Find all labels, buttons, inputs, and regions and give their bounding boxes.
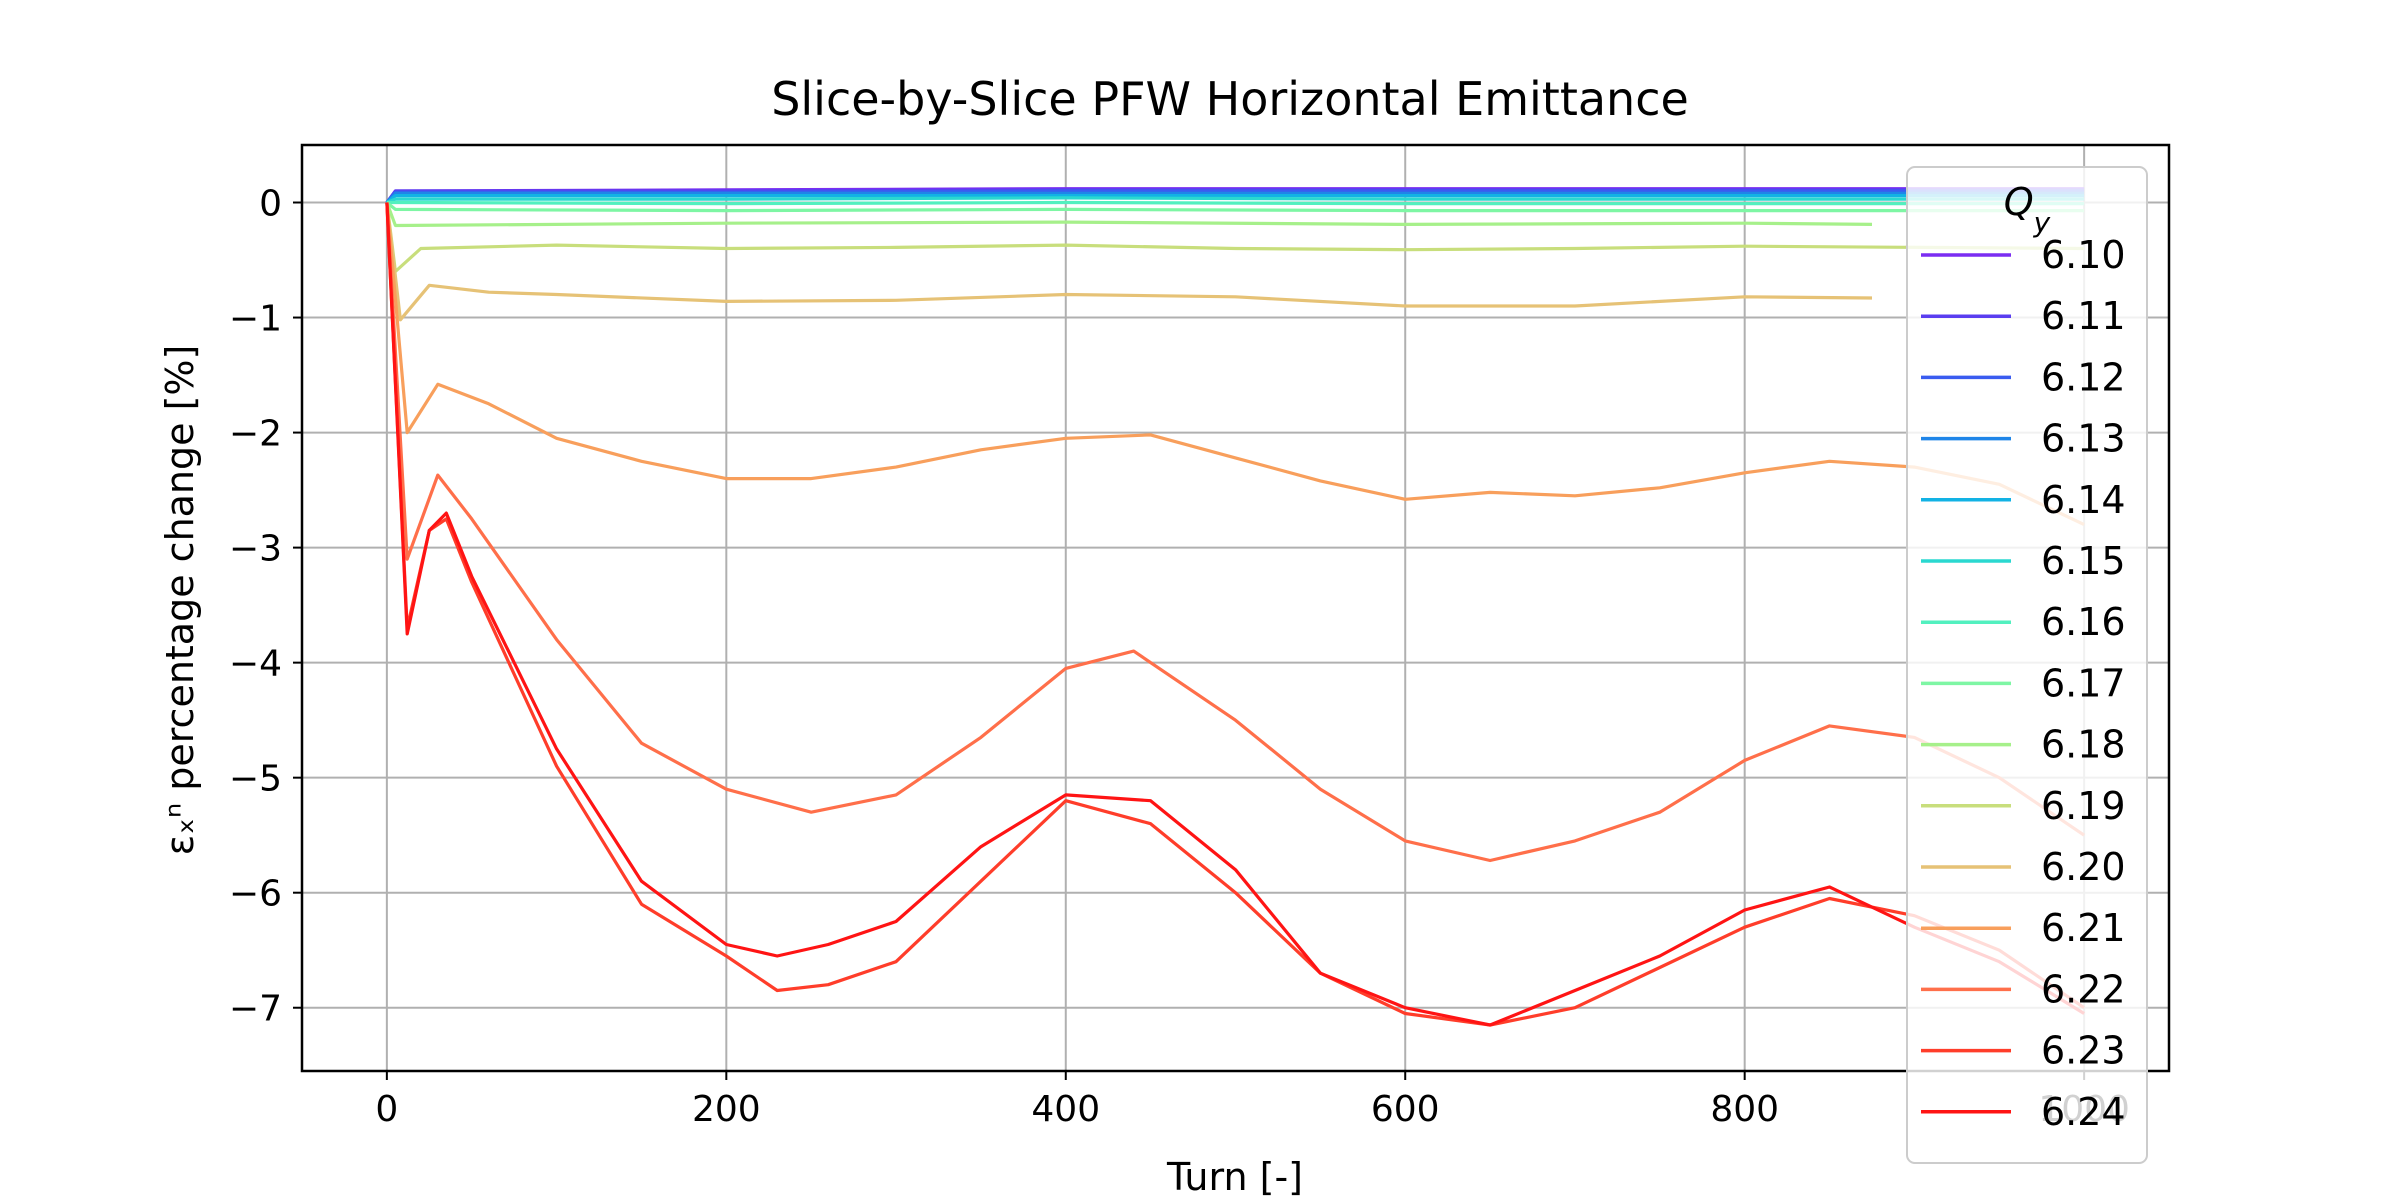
series-line-6-17 <box>385 201 2085 213</box>
series-line-6-15 <box>386 196 2085 204</box>
x-tick-label: 0 <box>375 1089 398 1130</box>
axis-ticks: 020040060080010000−1−2−3−4−5−6−7 <box>229 184 2130 1130</box>
legend-label: 6.22 <box>2041 967 2126 1011</box>
legend-label: 6.15 <box>2041 539 2126 583</box>
x-tick-label: 200 <box>692 1089 761 1130</box>
y-tick-label: 0 <box>259 184 282 225</box>
legend-label: 6.17 <box>2041 661 2126 705</box>
series-line-6-16 <box>386 200 2085 206</box>
x-tick-label: 400 <box>1031 1089 1100 1130</box>
series-line-6-14 <box>385 194 2085 204</box>
y-tick-label: −6 <box>229 874 282 915</box>
legend-box <box>1906 166 2148 1164</box>
series-line-6-18 <box>385 201 1873 228</box>
legend: Qy6.106.116.126.136.146.156.166.176.186.… <box>1906 166 2148 1164</box>
series-line-6-24 <box>385 202 2085 1027</box>
series-line-6-20 <box>385 202 1873 322</box>
legend-label: 6.21 <box>2041 906 2126 950</box>
y-axis-label: εₓⁿ percentage change [%] <box>158 345 202 856</box>
y-tick-label: −5 <box>229 759 282 800</box>
legend-label: 6.20 <box>2041 845 2126 889</box>
legend-label: 6.16 <box>2041 600 2126 644</box>
plot-area <box>385 187 2085 1027</box>
plot-frame <box>300 143 2171 1073</box>
y-tick-label: −2 <box>229 414 282 455</box>
series-line-6-23 <box>385 202 2085 1027</box>
y-tick-label: −1 <box>229 299 282 340</box>
legend-label: 6.10 <box>2041 233 2126 277</box>
chart-title: Slice-by-Slice PFW Horizontal Emittance <box>771 72 1689 126</box>
legend-label: 6.13 <box>2041 417 2126 461</box>
legend-label: 6.24 <box>2041 1090 2126 1134</box>
y-tick-label: −3 <box>229 529 282 570</box>
x-tick-label: 800 <box>1710 1089 1779 1130</box>
x-tick-label: 600 <box>1371 1089 1440 1130</box>
series-line-6-13 <box>385 191 2085 204</box>
legend-label: 6.12 <box>2041 355 2126 399</box>
legend-label: 6.14 <box>2041 478 2126 522</box>
legend-label: 6.19 <box>2041 784 2126 828</box>
legend-label: 6.23 <box>2041 1029 2126 1073</box>
y-tick-label: −4 <box>229 644 282 685</box>
series-line-6-21 <box>385 202 2085 527</box>
x-axis-label: Turn [-] <box>1166 1155 1303 1199</box>
legend-label: 6.11 <box>2041 294 2126 338</box>
legend-label: 6.18 <box>2041 723 2126 767</box>
series-line-6-22 <box>385 202 2085 863</box>
y-tick-label: −7 <box>229 989 282 1030</box>
series-line-6-19 <box>385 202 2085 274</box>
